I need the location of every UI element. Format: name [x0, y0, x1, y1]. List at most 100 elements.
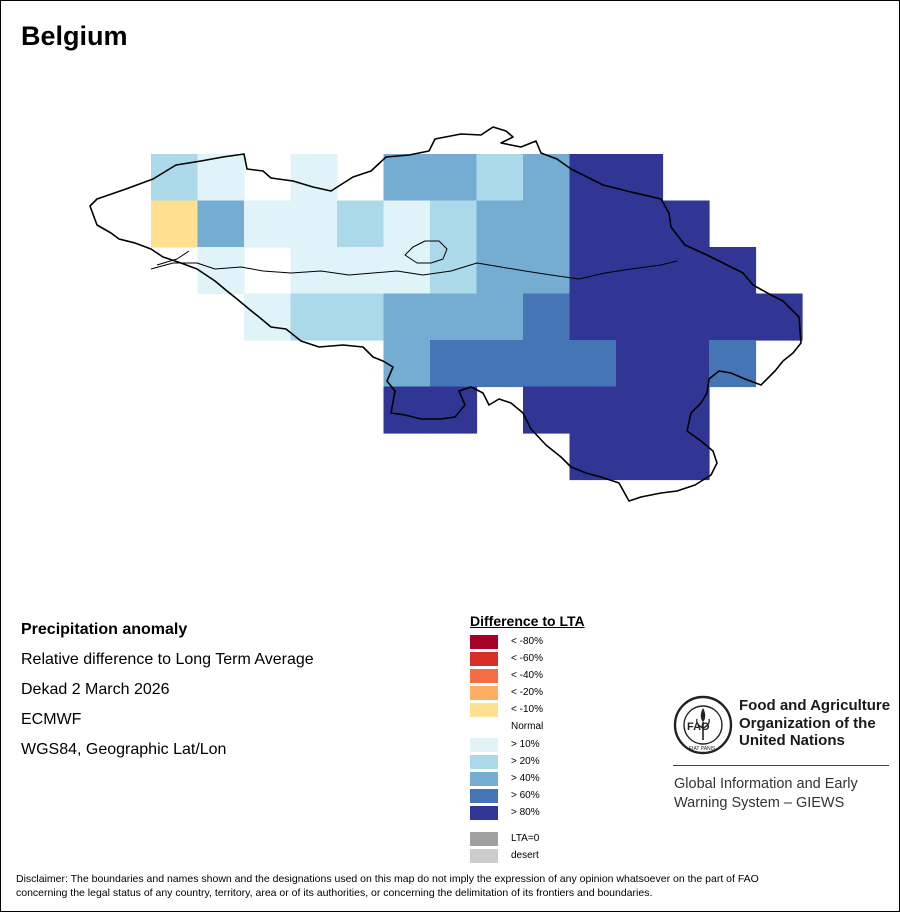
grid-cell — [244, 200, 292, 248]
legend-swatch — [470, 703, 498, 717]
country-outline — [89, 126, 802, 502]
grid-cell — [569, 386, 617, 434]
grid-cell — [290, 293, 338, 341]
grid-cell — [569, 293, 617, 341]
grid-cell — [383, 293, 431, 341]
grid-cell — [383, 154, 431, 202]
grid-cell — [569, 433, 617, 481]
grid-cell — [523, 340, 571, 388]
grid-cell — [569, 200, 617, 248]
grid-cell — [523, 247, 571, 295]
map-canvas — [89, 126, 803, 502]
legend-swatch — [470, 755, 498, 769]
legend-label: > 60% — [511, 790, 540, 801]
region-border-wallonia — [156, 250, 190, 266]
legend-swatch — [470, 806, 498, 820]
grid-cell — [662, 200, 710, 248]
legend-swatch — [470, 849, 498, 863]
legend-label: desert — [511, 850, 539, 861]
grid-cell — [476, 154, 524, 202]
fao-name-line: United Nations — [739, 732, 845, 749]
country-borders — [89, 126, 802, 502]
legend-label: > 40% — [511, 773, 540, 784]
legend-swatch — [470, 738, 498, 752]
grid-cell — [383, 247, 431, 295]
grid-cell — [383, 340, 431, 388]
legend-swatch — [470, 686, 498, 700]
grid-cell — [616, 293, 664, 341]
legend-label: > 20% — [511, 756, 540, 767]
legend-label: < -40% — [511, 670, 543, 681]
legend-label: > 80% — [511, 807, 540, 818]
grid-cell — [569, 247, 617, 295]
grid-cell — [383, 386, 431, 434]
grid-cell — [430, 340, 478, 388]
legend-title: Difference to LTA — [470, 613, 585, 629]
grid-cell — [197, 154, 245, 202]
grid-cell — [662, 433, 710, 481]
legend-label: < -60% — [511, 653, 543, 664]
legend-label: < -80% — [511, 636, 543, 647]
grid-cell — [383, 200, 431, 248]
data-source: ECMWF — [21, 711, 82, 728]
disclaimer-line: concerning the legal status of any count… — [16, 887, 653, 899]
giews-line: Global Information and Early — [674, 776, 858, 792]
grid-cell — [662, 247, 710, 295]
fao-name: Food and Agriculture Organization of the… — [739, 697, 890, 750]
giews-name: Global Information and Early Warning Sys… — [674, 775, 858, 813]
projection: WGS84, Geographic Lat/Lon — [21, 741, 227, 758]
grid-cell — [709, 293, 757, 341]
grid-cell — [430, 200, 478, 248]
grid-cell — [523, 200, 571, 248]
grid-cell — [523, 154, 571, 202]
legend-normal-label: Normal — [511, 721, 544, 732]
fao-logo-motto: FIAT PANIS — [689, 746, 716, 752]
grid-cell — [337, 293, 385, 341]
grid-cell — [290, 247, 338, 295]
grid-cell — [430, 386, 478, 434]
grid-cell — [662, 386, 710, 434]
map-info: Precipitation anomaly Relative differenc… — [21, 620, 314, 770]
grid-cell — [476, 340, 524, 388]
product-name: Precipitation anomaly — [21, 621, 188, 638]
grid-cell — [616, 340, 664, 388]
region-border-flanders-wallonia — [150, 260, 678, 280]
legend-swatch — [470, 789, 498, 803]
grid-cell — [616, 200, 664, 248]
grid-cell — [662, 293, 710, 341]
grid-cell — [755, 293, 803, 341]
grid-cell — [569, 154, 617, 202]
legend-swatch — [470, 652, 498, 666]
legend-swatch — [470, 669, 498, 683]
divider — [673, 765, 889, 766]
grid-cell — [616, 433, 664, 481]
disclaimer-line: Disclaimer: The boundaries and names sho… — [16, 873, 759, 885]
grid-cell — [523, 293, 571, 341]
grid-cell — [290, 200, 338, 248]
grid-cell — [616, 386, 664, 434]
legend-label: < -20% — [511, 687, 543, 698]
grid-cell — [523, 386, 571, 434]
grid-cell — [476, 200, 524, 248]
grid-cell — [290, 154, 338, 202]
grid-cell — [430, 154, 478, 202]
grid-cell — [197, 200, 245, 248]
grid-cell — [337, 200, 385, 248]
grid-cell — [244, 293, 292, 341]
grid-cell — [569, 340, 617, 388]
grid-cell — [709, 340, 757, 388]
anomaly-grid — [151, 154, 803, 481]
legend-label: < -10% — [511, 704, 543, 715]
legend-swatch — [470, 772, 498, 786]
grid-cell — [476, 247, 524, 295]
grid-cell — [709, 247, 757, 295]
fao-name-line: Food and Agriculture — [739, 697, 891, 714]
grid-cell — [151, 200, 199, 248]
giews-line: Warning System – GIEWS — [674, 795, 845, 811]
fao-logo-icon: FAO FIAT PANIS — [673, 695, 733, 755]
legend-swatch — [470, 832, 498, 846]
product-description: Relative difference to Long Term Average — [21, 651, 314, 668]
legend-label: LTA=0 — [511, 833, 540, 844]
legend-label: > 10% — [511, 739, 540, 750]
